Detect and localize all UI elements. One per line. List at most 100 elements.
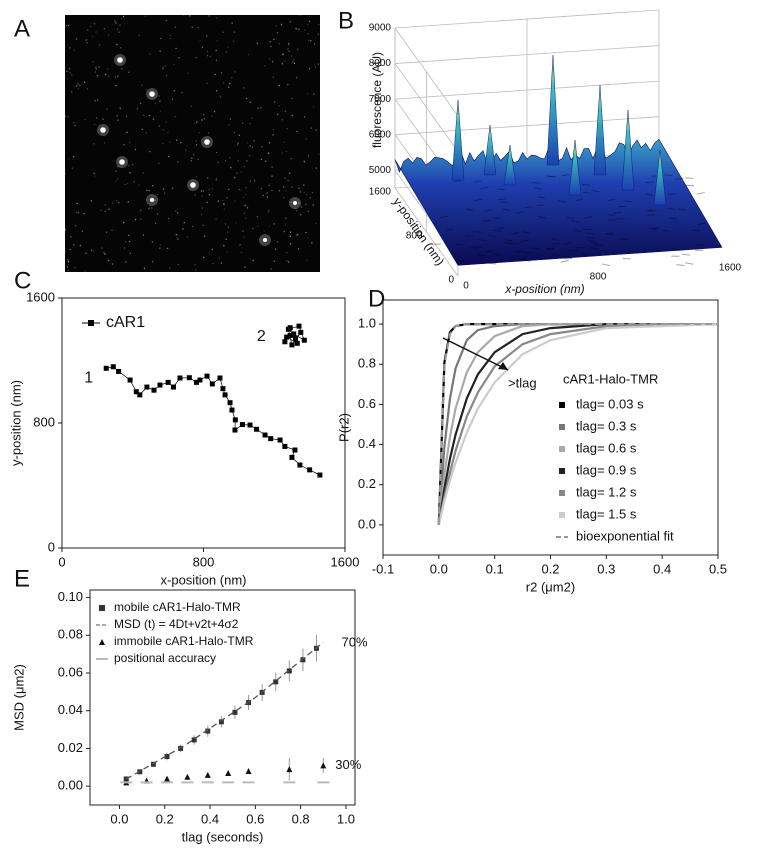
- noise-speck: [273, 101, 276, 103]
- noise-speck: [292, 61, 294, 63]
- noise-speck: [291, 201, 293, 204]
- noise-speck: [206, 82, 208, 85]
- noise-speck: [298, 187, 300, 190]
- noise-speck: [128, 71, 130, 74]
- point: [209, 381, 215, 387]
- noise-speck: [167, 131, 169, 134]
- y-tick-label: 0.00: [58, 778, 83, 793]
- noise-speck: [152, 118, 154, 120]
- noise-speck: [271, 189, 273, 192]
- legend-marker: [559, 490, 565, 496]
- noise-speck: [289, 21, 291, 23]
- noise-speck: [194, 122, 196, 125]
- point: [151, 387, 157, 393]
- noise-speck: [212, 262, 214, 265]
- noise-speck: [194, 263, 196, 266]
- noise-speck: [162, 67, 164, 69]
- noise-speck: [111, 202, 114, 204]
- z-tick-label: 9000: [369, 23, 392, 34]
- noise-speck: [118, 31, 120, 33]
- noise-speck: [96, 74, 99, 77]
- noise-speck: [281, 54, 284, 56]
- noise-speck: [195, 140, 197, 142]
- point: [232, 709, 238, 715]
- point: [287, 325, 293, 331]
- noise-speck: [120, 47, 122, 49]
- noise-speck: [111, 263, 114, 265]
- noise-speck: [293, 62, 296, 65]
- noise-speck: [272, 76, 274, 78]
- noise-speck: [144, 15, 146, 17]
- noise-speck: [268, 58, 271, 60]
- y-axis-label: MSD (μm2): [11, 664, 26, 731]
- point: [301, 337, 307, 343]
- noise-speck: [227, 226, 230, 228]
- noise-speck: [139, 209, 142, 212]
- noise-speck: [77, 212, 80, 214]
- panel-label: D: [368, 285, 385, 312]
- noise-speck: [162, 142, 164, 145]
- surface-texture: [618, 205, 627, 208]
- surface-texture: [606, 233, 615, 236]
- x-tick-label: 0: [463, 281, 469, 292]
- noise-speck: [253, 179, 256, 181]
- point: [110, 364, 116, 370]
- noise-speck: [197, 26, 199, 29]
- noise-speck: [197, 158, 199, 161]
- noise-speck: [67, 158, 70, 160]
- noise-speck: [189, 15, 191, 17]
- noise-speck: [183, 221, 186, 224]
- noise-speck: [119, 107, 121, 109]
- point: [232, 427, 238, 433]
- spot: [204, 139, 210, 145]
- point: [307, 467, 313, 473]
- surface-texture: [524, 205, 533, 209]
- point: [227, 400, 233, 406]
- surface-texture: [591, 190, 600, 193]
- noise-speck: [77, 83, 79, 85]
- noise-speck: [245, 97, 248, 100]
- surface-texture: [505, 239, 514, 242]
- microscopy-image: [65, 15, 320, 272]
- noise-speck: [102, 118, 104, 120]
- point: [239, 422, 245, 428]
- surface-texture: [675, 177, 684, 181]
- noise-speck: [94, 71, 97, 73]
- surface-texture: [644, 209, 653, 212]
- surface-texture: [472, 231, 481, 233]
- noise-speck: [192, 154, 195, 156]
- point: [204, 771, 211, 778]
- noise-speck: [158, 125, 160, 127]
- noise-speck: [180, 141, 182, 144]
- noise-speck: [238, 188, 240, 191]
- noise-speck: [218, 257, 220, 259]
- noise-speck: [92, 250, 94, 252]
- noise-speck: [103, 27, 106, 30]
- noise-speck: [100, 209, 102, 212]
- noise-speck: [201, 207, 203, 209]
- noise-speck: [231, 22, 233, 24]
- noise-speck: [158, 95, 160, 97]
- noise-speck: [315, 222, 317, 225]
- y-tick-label: 0.10: [58, 589, 83, 604]
- noise-speck: [317, 33, 320, 36]
- point: [220, 386, 226, 392]
- noise-speck: [237, 160, 240, 162]
- surface-texture: [510, 231, 519, 235]
- panel-label: E: [14, 565, 30, 592]
- noise-speck: [307, 155, 310, 157]
- noise-speck: [240, 189, 243, 191]
- noise-speck: [273, 38, 275, 41]
- noise-speck: [153, 118, 155, 121]
- noise-speck: [233, 131, 236, 134]
- noise-speck: [236, 144, 239, 146]
- surface-texture: [662, 229, 671, 232]
- y-axis-label: P(r2): [336, 413, 351, 442]
- noise-speck: [277, 113, 279, 116]
- noise-speck: [75, 38, 78, 40]
- noise-speck: [74, 225, 77, 227]
- noise-speck: [127, 234, 130, 237]
- noise-speck: [286, 251, 288, 254]
- noise-speck: [243, 204, 245, 207]
